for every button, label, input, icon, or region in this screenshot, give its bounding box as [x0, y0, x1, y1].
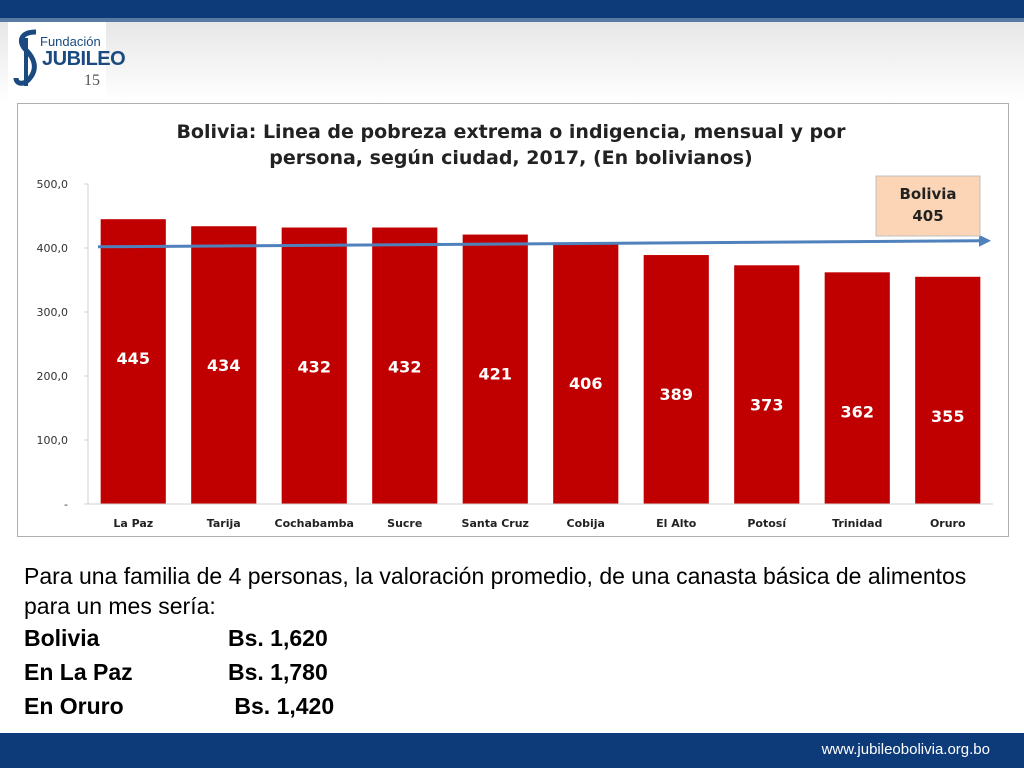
bar-value-label: 406: [569, 374, 602, 393]
bolivia-callout-label: Bolivia: [899, 185, 956, 203]
bar: [191, 226, 257, 504]
x-category-label: Sucre: [387, 517, 422, 530]
bar-value-label: 355: [931, 407, 964, 426]
cost-value: Bs. 1,620: [228, 625, 328, 651]
bar-value-label: 445: [117, 349, 150, 368]
bar-value-label: 373: [750, 395, 783, 414]
chart-title-line2: persona, según ciudad, 2017, (En bolivia…: [269, 147, 753, 169]
bar: [281, 227, 347, 504]
bar: [915, 276, 981, 504]
bar: [734, 265, 800, 504]
bar-value-label: 432: [298, 358, 331, 377]
bar-value-label: 432: [388, 358, 421, 377]
cost-label: En Oruro: [24, 693, 124, 719]
top-bar: [0, 0, 1024, 18]
bolivia-callout-value: 405: [912, 207, 943, 225]
x-category-label: Tarija: [207, 517, 241, 530]
bottom-text-block: Para una familia de 4 personas, la valor…: [24, 561, 1014, 723]
y-tick-label: 300,0: [37, 306, 69, 319]
cost-value: Bs. 1,420: [228, 693, 335, 719]
y-tick-label: -: [64, 498, 68, 511]
bolivia-callout: Bolivia 405: [875, 175, 981, 237]
bar-value-label: 362: [841, 402, 874, 421]
bar: [372, 227, 438, 504]
bar-value-label: 421: [479, 365, 512, 384]
basket-intro-text: Para una familia de 4 personas, la valor…: [24, 563, 967, 619]
header-band: [0, 22, 1024, 102]
x-category-label: Trinidad: [832, 517, 882, 530]
cost-row-la-paz: En La Paz Bs. 1,780: [24, 655, 1014, 689]
cost-value: Bs. 1,780: [228, 659, 328, 685]
cost-row-bolivia: Bolivia Bs. 1,620: [24, 621, 1014, 655]
bar: [824, 272, 890, 504]
x-category-label: El Alto: [656, 517, 697, 530]
chart-title-line1: Bolivia: Linea de pobreza extrema o indi…: [176, 121, 846, 143]
x-category-label: Cochabamba: [275, 517, 354, 530]
x-category-label: La Paz: [113, 517, 153, 530]
x-category-label: Cobija: [567, 517, 605, 530]
bar: [100, 219, 166, 504]
y-tick-label: 200,0: [37, 370, 69, 383]
y-tick-label: 500,0: [37, 178, 69, 191]
bar: [553, 244, 619, 504]
fundacion-jubileo-logo: Fundación JUBILEO 15: [8, 22, 126, 98]
x-category-label: Santa Cruz: [462, 517, 529, 530]
cost-label: En La Paz: [24, 659, 133, 685]
chart-container: Bolivia: Linea de pobreza extrema o indi…: [17, 103, 1009, 537]
logo-top-text: Fundación: [40, 34, 101, 49]
logo-anniversary-number: 15: [84, 72, 100, 89]
bolivia-callout-box: [875, 175, 981, 237]
bolivia-average-arrow-head: [979, 234, 991, 247]
poverty-line-bar-chart: Bolivia: Linea de pobreza extrema o indi…: [37, 121, 993, 530]
logo-mark-icon: [13, 29, 37, 86]
x-category-label: Potosí: [747, 517, 787, 530]
footer-website-link[interactable]: www.jubileobolivia.org.bo: [821, 741, 990, 758]
bar: [462, 234, 528, 504]
bar-value-label: 389: [660, 385, 693, 404]
bar: [643, 255, 709, 504]
y-tick-label: 400,0: [37, 242, 69, 255]
logo-main-text: JUBILEO: [42, 48, 126, 70]
cost-row-oruro: En Oruro Bs. 1,420: [24, 689, 1014, 723]
footer-bar: www.jubileobolivia.org.bo: [0, 733, 1024, 768]
top-bar-stripe: [0, 18, 1024, 22]
x-category-label: Oruro: [930, 517, 966, 530]
y-tick-label: 100,0: [37, 434, 69, 447]
bolivia-average-arrow: [97, 239, 982, 249]
cost-label: Bolivia: [24, 625, 100, 651]
bar-value-label: 434: [207, 356, 240, 375]
